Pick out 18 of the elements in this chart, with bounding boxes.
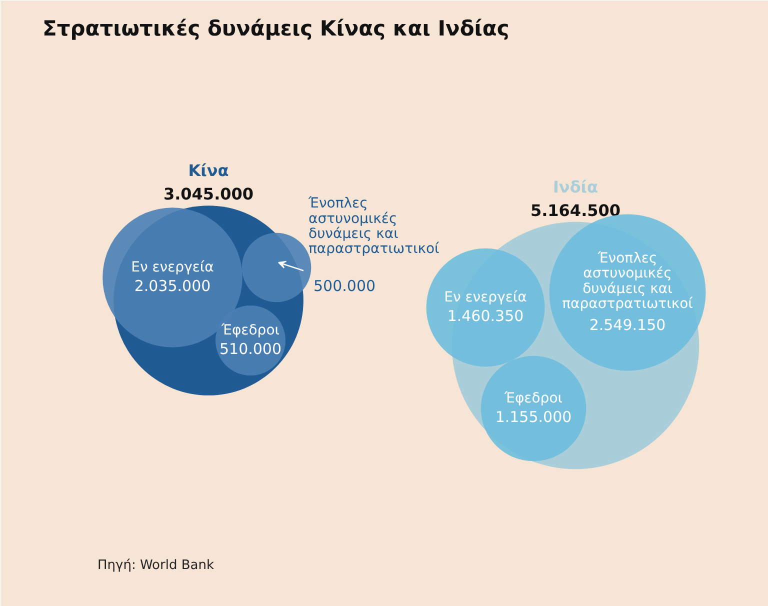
text: 5.164.500 <box>530 200 621 220</box>
data-label: 2.549.150 <box>589 316 666 334</box>
data-label: 1.155.000 <box>495 408 572 426</box>
text: 3.045.000 <box>163 184 254 204</box>
category-label: Έφεδροι <box>504 390 563 406</box>
series-label: Ινδία <box>552 177 598 196</box>
text: Στρατιωτικές δυνάμεις Κίνας και Ινδίας <box>42 16 510 40</box>
category-label: Εν ενεργεία <box>131 260 214 276</box>
category-label: Έφεδροι <box>220 322 280 338</box>
text: Πηγή: World Bank <box>98 558 214 573</box>
data-label: 500.000 <box>314 277 376 296</box>
category-label: Ένοπλες αστυνομικές δυνάμεις και παραστρατιωτικοί <box>562 250 693 312</box>
category-label: Ένοπλες αστυνομικές δυνάμεις και παραστρατιωτικοί <box>308 196 440 258</box>
data-label: 1.460.350 <box>447 307 524 325</box>
data-label: 2.035.000 <box>134 277 211 295</box>
series-label: Κίνα <box>188 161 229 180</box>
category-label: Εν ενεργεία <box>444 290 527 306</box>
data-label: 510.000 <box>219 340 282 358</box>
